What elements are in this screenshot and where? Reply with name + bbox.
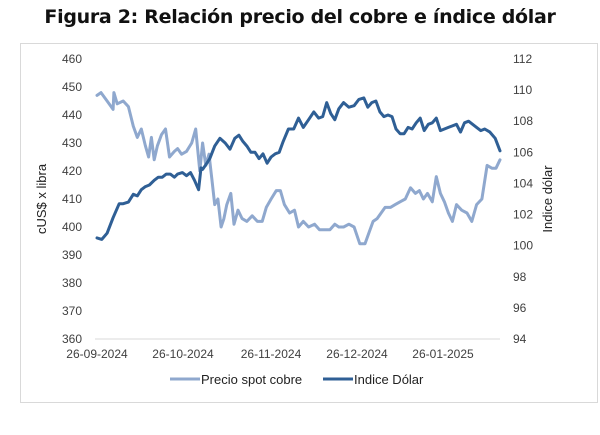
series-line-dollar-index xyxy=(95,96,502,241)
right-axis-label: Indice dólar xyxy=(540,165,555,233)
x-tick-label: 26-10-2024 xyxy=(152,347,214,361)
series-line-copper-price xyxy=(95,91,502,246)
y-tick-label: 370 xyxy=(62,304,82,318)
y-tick-label: 400 xyxy=(62,220,82,234)
left-axis-ticks: 460 450 440 430 420 410 400 390 380 370 360 xyxy=(62,52,82,346)
left-axis-label: cUS$ x libra xyxy=(34,163,49,234)
y2-tick-label: 94 xyxy=(513,332,527,346)
y-tick-label: 380 xyxy=(62,276,82,290)
y2-tick-label: 108 xyxy=(513,114,533,128)
y-tick-label: 450 xyxy=(62,80,82,94)
legend-label: Precio spot cobre xyxy=(201,372,302,387)
y-tick-label: 410 xyxy=(62,192,82,206)
y2-tick-label: 102 xyxy=(513,208,533,222)
y-tick-label: 360 xyxy=(62,332,82,346)
y-tick-label: 390 xyxy=(62,248,82,262)
x-tick-label: 26-12-2024 xyxy=(326,347,388,361)
y2-tick-label: 106 xyxy=(513,145,533,159)
y2-tick-label: 110 xyxy=(513,83,532,97)
y2-tick-label: 98 xyxy=(513,270,527,284)
x-tick-label: 26-09-2024 xyxy=(66,347,128,361)
y2-tick-label: 100 xyxy=(513,239,533,253)
x-tick-label: 26-01-2025 xyxy=(412,347,474,361)
y2-tick-label: 112 xyxy=(513,52,532,66)
y2-tick-label: 96 xyxy=(513,301,527,315)
series-lines xyxy=(95,91,502,246)
right-axis-ticks: 112 110 108 106 104 102 100 98 96 94 xyxy=(513,52,533,346)
y-tick-label: 460 xyxy=(62,52,82,66)
y-tick-label: 430 xyxy=(62,136,82,150)
chart-frame xyxy=(20,43,598,403)
y2-tick-label: 104 xyxy=(513,176,533,190)
y-tick-label: 420 xyxy=(62,164,82,178)
y-tick-label: 440 xyxy=(62,108,82,122)
x-tick-label: 26-11-2024 xyxy=(241,347,302,361)
x-axis-ticks: 26-09-2024 26-10-2024 26-11-2024 26-12-2024… xyxy=(66,347,474,361)
legend-label: Indice Dólar xyxy=(354,372,424,387)
chart-title: Figura 2: Relación precio del cobre e ín… xyxy=(44,6,556,28)
legend: Precio spot cobre Indice Dólar xyxy=(170,372,424,387)
